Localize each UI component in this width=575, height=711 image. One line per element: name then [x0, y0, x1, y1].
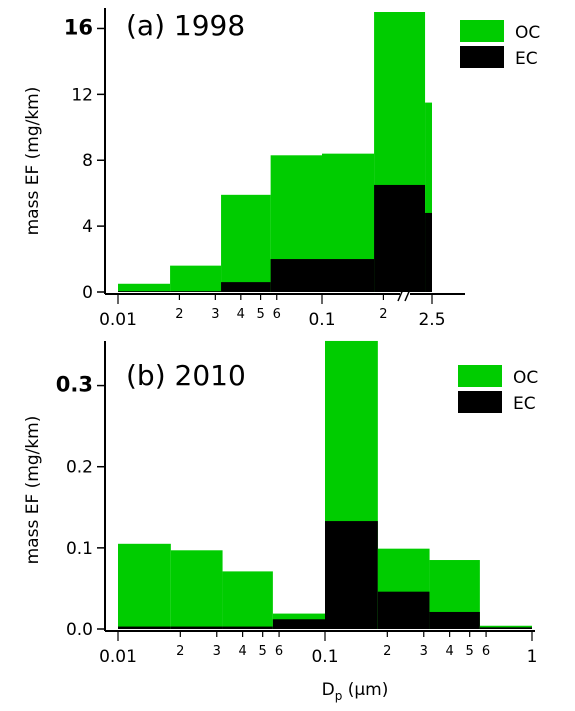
- bar-oc-0: [118, 543, 171, 629]
- bar-ec-4: [325, 521, 378, 629]
- legend-a-ec-label: EC: [515, 49, 538, 69]
- y-tick-label-2: 8: [82, 151, 93, 171]
- y-tick-label-1: 4: [82, 217, 93, 237]
- axis-break-mark-0: [397, 286, 405, 302]
- y-tick-label-0: 0: [82, 283, 93, 303]
- y-tick-label-2: 0.2: [66, 458, 93, 478]
- x-tick-label-1: 2: [175, 307, 183, 322]
- bar-oc-6: [425, 102, 432, 293]
- bar-ec-5: [377, 591, 430, 629]
- axis-break-mark-1: [404, 286, 412, 302]
- legend-a-oc-swatch: [460, 20, 504, 42]
- legend-b-oc-label: OC: [513, 368, 538, 388]
- panel-b-ylabel: mass EF (mg/km): [23, 416, 43, 565]
- x-tick-label-3: 4: [237, 307, 245, 322]
- x-tick-label-10: 5: [466, 644, 474, 659]
- x-tick-label-6: 0.1: [308, 310, 335, 330]
- legend-a-ec-swatch: [460, 46, 504, 68]
- x-tick-label-4: 5: [259, 644, 267, 659]
- y-tick-label-4: 16: [64, 15, 93, 39]
- bar-ec-7: [479, 627, 532, 629]
- panel-b-xlabel: Dp (µm): [322, 680, 389, 703]
- bar-oc-1: [170, 550, 223, 629]
- panel-a-bars: [118, 12, 432, 293]
- y-tick-label-3: 0.3: [56, 373, 93, 397]
- legend-b-ec-swatch: [458, 391, 502, 413]
- bar-ec-4: [322, 259, 375, 292]
- panel-b-axes: 0.00.10.20.30.01 2 3 4 5 6 0.1 2 3 4 5 6 1: [56, 341, 538, 667]
- panel-b-bars: [118, 340, 532, 629]
- x-tick-label-11: 6: [482, 644, 490, 659]
- bar-ec-3: [272, 619, 325, 629]
- x-tick-label-8: 2.5: [418, 310, 445, 330]
- bar-ec-5: [374, 184, 426, 292]
- y-tick-label-0: 0.0: [66, 620, 93, 640]
- x-tick-label-2: 3: [213, 644, 221, 659]
- x-tick-label-1: 2: [176, 644, 184, 659]
- x-tick-label-7: 2: [383, 644, 391, 659]
- bar-ec-1: [170, 291, 222, 292]
- bar-ec-6: [429, 611, 480, 629]
- bar-ec-1: [170, 626, 223, 629]
- x-tick-label-2: 3: [211, 307, 219, 322]
- bar-ec-2: [222, 626, 273, 629]
- bar-ec-6: [425, 212, 432, 292]
- panel-b: mass EF (mg/km) (b) 2010 OC EC 0.0 0.1 0.2…: [23, 340, 538, 703]
- panel-a-ylabel: mass EF (mg/km): [23, 87, 43, 236]
- panel-a: mass EF (mg/km) (a) 1998 OC EC 0 4 8 12 16 0.…: [23, 8, 540, 330]
- panel-a-legend: OC EC: [460, 20, 540, 69]
- y-tick-label-3: 12: [71, 85, 93, 105]
- bar-ec-0: [118, 626, 171, 629]
- x-tick-label-3: 4: [238, 644, 246, 659]
- bar-oc-0: [118, 283, 171, 292]
- x-tick-label-9: 4: [445, 644, 453, 659]
- x-tick-label-8: 3: [420, 644, 428, 659]
- panel-b-legend: OC EC: [458, 365, 538, 414]
- x-tick-label-0: 0.01: [99, 647, 137, 667]
- y-tick-label-1: 0.1: [66, 539, 93, 559]
- x-tick-label-6: 0.1: [311, 647, 338, 667]
- legend-a-oc-label: OC: [515, 23, 540, 43]
- panel-b-title: (b) 2010: [126, 359, 246, 392]
- bar-ec-2: [221, 282, 271, 292]
- legend-b-ec-label: EC: [513, 394, 536, 414]
- x-tick-label-0: 0.01: [99, 310, 137, 330]
- x-tick-label-4: 5: [256, 307, 264, 322]
- x-tick-label-12: 1: [527, 647, 538, 667]
- bar-ec-3: [270, 259, 322, 292]
- bar-ec-0: [118, 291, 171, 292]
- x-tick-label-7: 2: [379, 307, 387, 322]
- x-tick-label-5: 6: [273, 307, 281, 322]
- legend-b-oc-swatch: [458, 365, 502, 387]
- panel-a-title: (a) 1998: [126, 9, 245, 42]
- x-tick-label-5: 6: [275, 644, 283, 659]
- bar-oc-2: [222, 571, 273, 629]
- bar-oc-2: [221, 194, 271, 292]
- bar-oc-1: [170, 265, 222, 292]
